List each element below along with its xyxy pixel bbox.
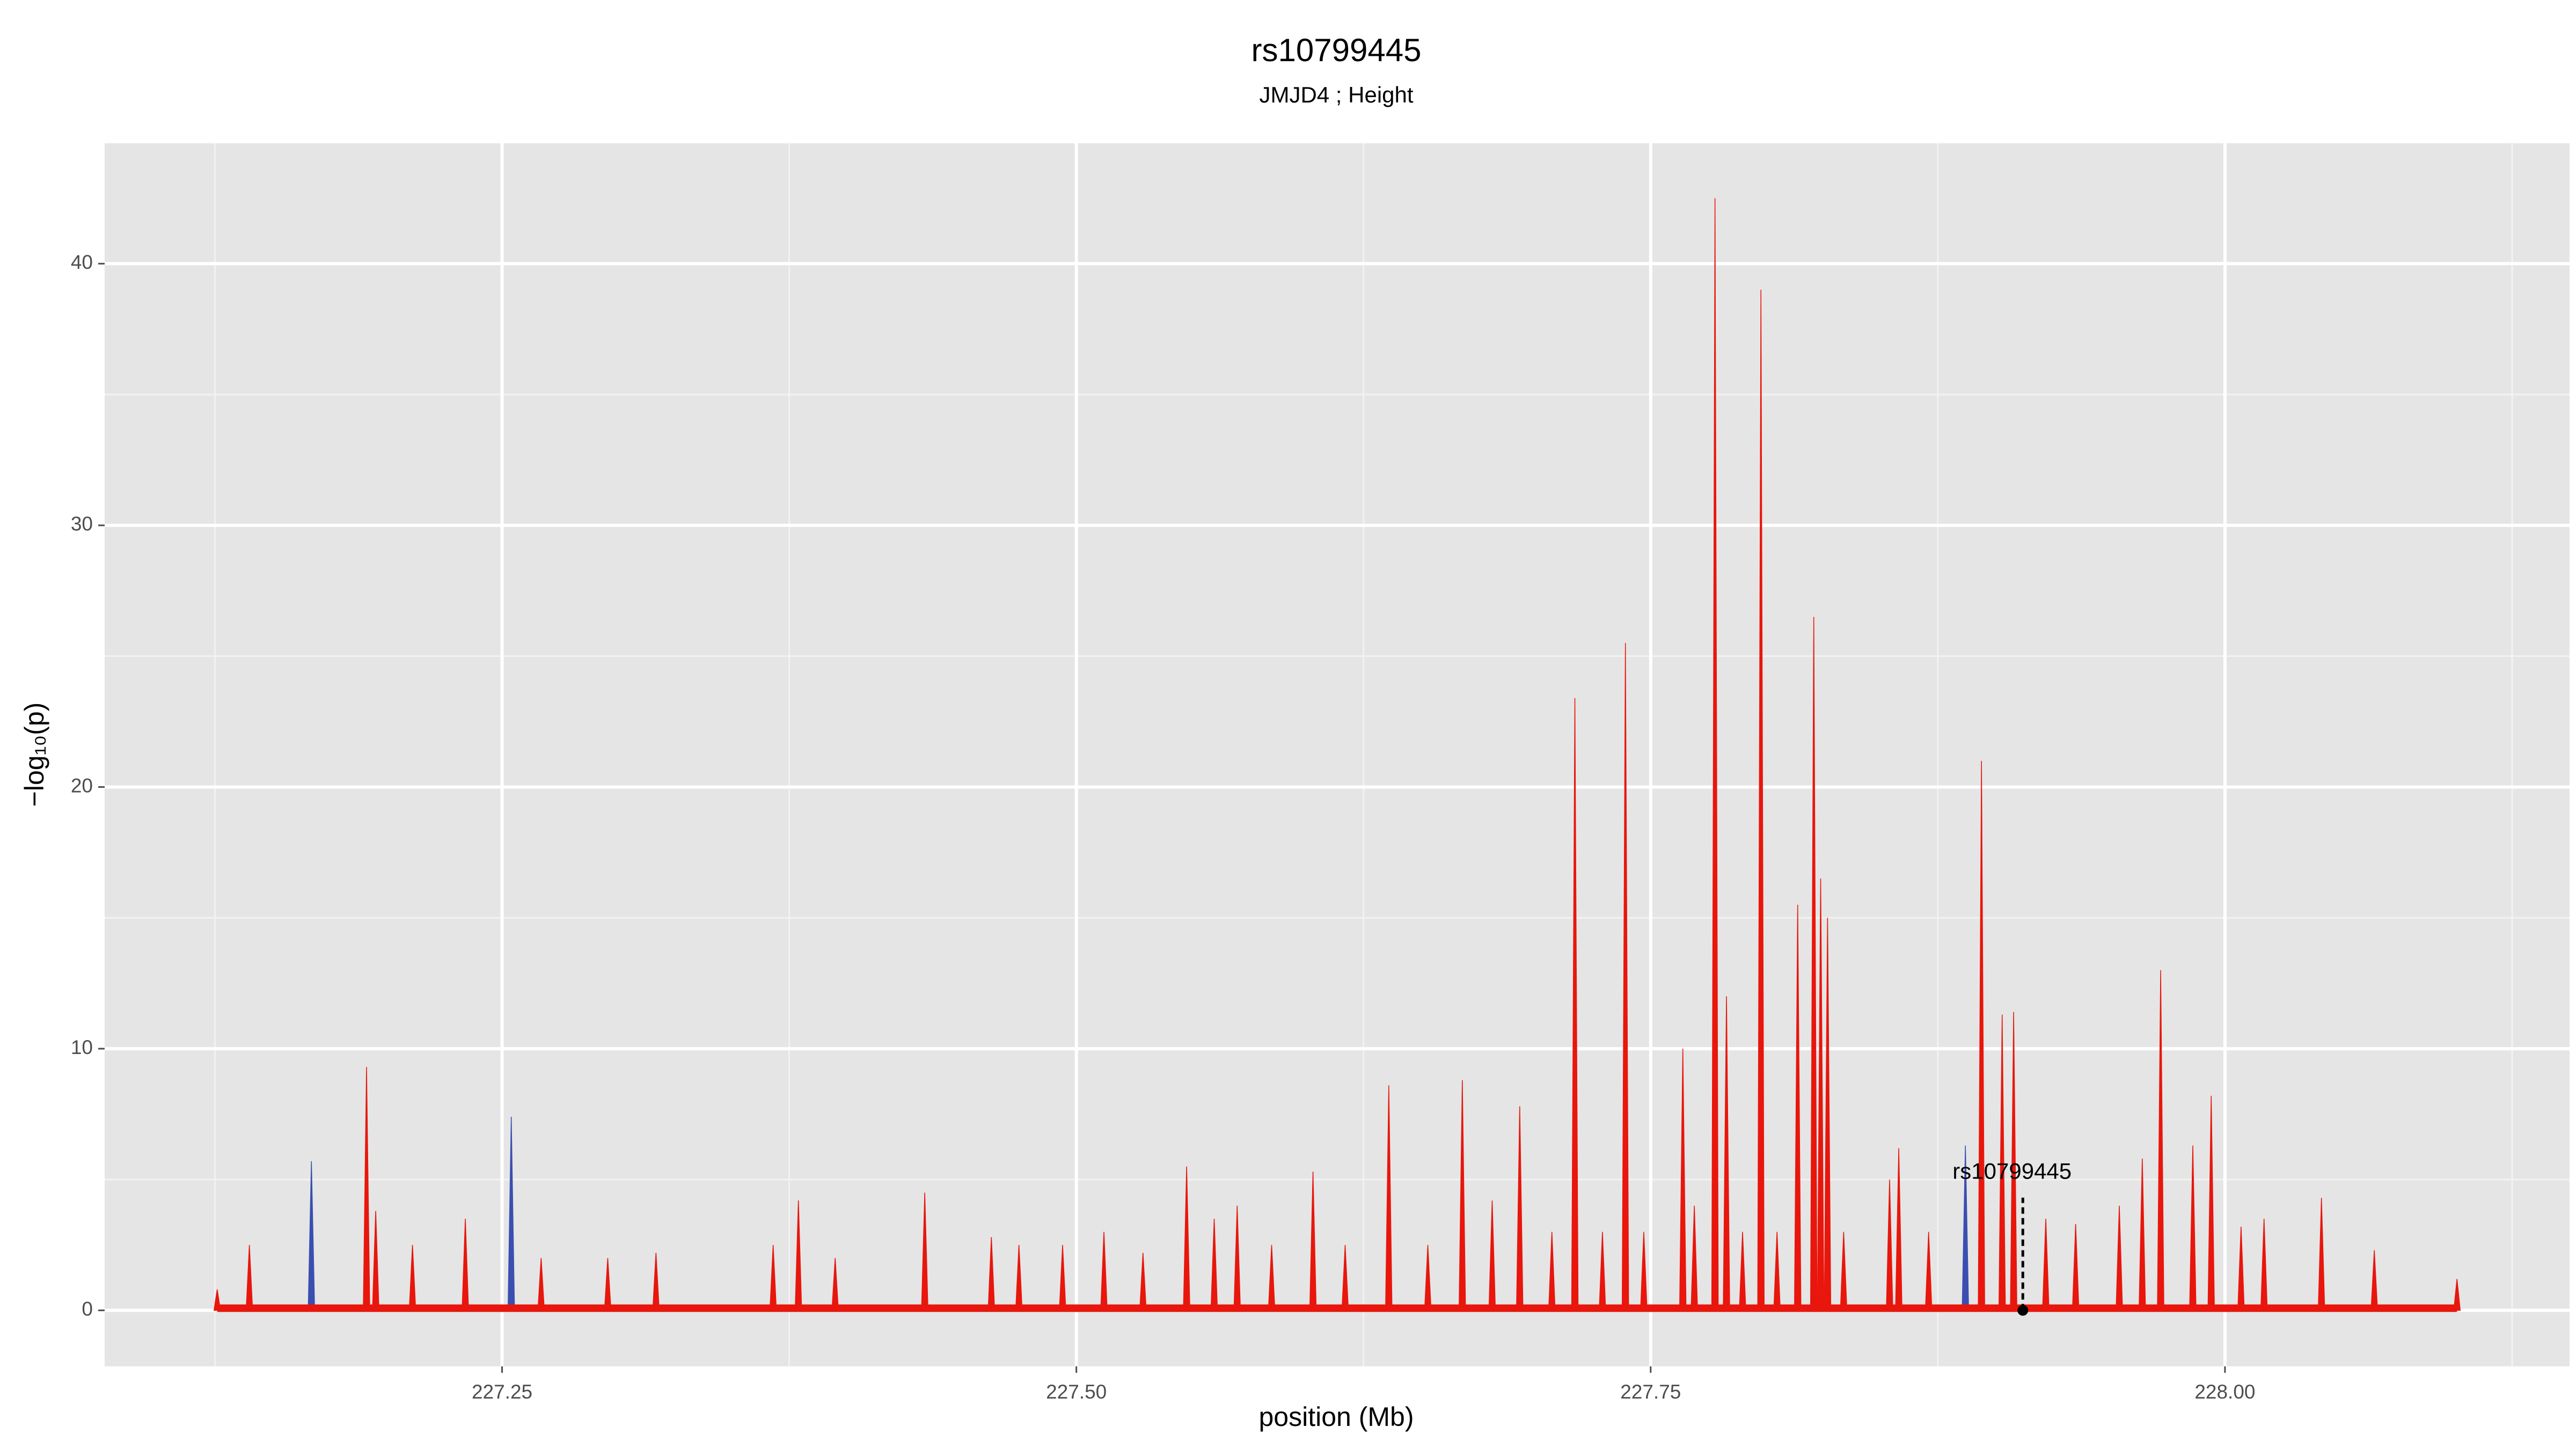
y-tick-label: 0 xyxy=(82,1298,93,1320)
y-tick-label: 30 xyxy=(71,513,93,535)
x-tick-label: 228.00 xyxy=(2194,1381,2255,1403)
x-axis-label: position (Mb) xyxy=(1259,1402,1414,1432)
plot-panel xyxy=(105,143,2570,1366)
chart-subtitle: JMJD4 ; Height xyxy=(1259,82,1413,107)
y-tick-label: 10 xyxy=(71,1036,93,1058)
annotation-point xyxy=(2017,1305,2029,1316)
x-tick-label: 227.75 xyxy=(1620,1381,1681,1403)
chart-title: rs10799445 xyxy=(1252,32,1422,68)
y-tick-label: 40 xyxy=(71,251,93,273)
y-axis-label: −log₁₀(p) xyxy=(19,702,49,807)
x-tick-label: 227.25 xyxy=(472,1381,532,1403)
annotation-label: rs10799445 xyxy=(1952,1159,2072,1184)
x-tick-label: 227.50 xyxy=(1046,1381,1107,1403)
y-tick-label: 20 xyxy=(71,774,93,796)
